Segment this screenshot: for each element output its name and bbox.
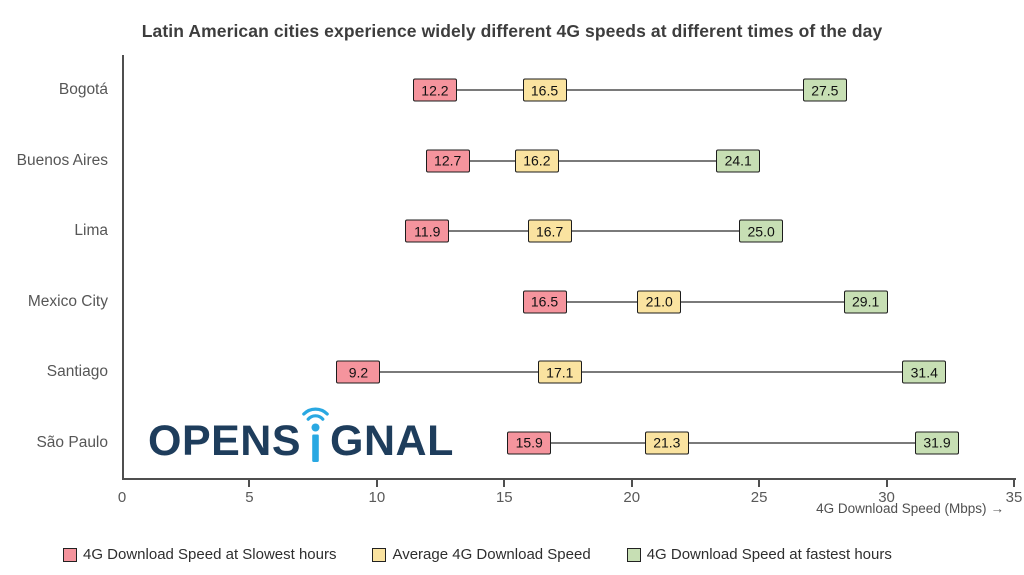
- plot-area: OPENS GNAL 12.2 16.5 27.5 12.7 16.2 24.1 11.9 1…: [122, 55, 1016, 480]
- tick-label: 25: [750, 489, 768, 506]
- city-label: Bogotá: [58, 81, 108, 99]
- logo-text-right: GNAL: [330, 417, 454, 466]
- value-box-fastest: 24.1: [716, 149, 761, 173]
- right-arrow-icon: →: [990, 501, 1005, 516]
- value-box-average: 17.1: [537, 360, 582, 384]
- value-box-slowest: 16.5: [522, 290, 567, 314]
- value-box-average: 21.3: [644, 431, 689, 455]
- tick-label: 5: [245, 489, 254, 506]
- value-box-average: 16.5: [522, 78, 567, 102]
- y-axis-labels: Bogotá Buenos Aires Lima Mexico City Santiag…: [0, 55, 108, 478]
- range-line: [544, 300, 866, 303]
- value-box-slowest: 11.9: [405, 219, 450, 243]
- legend-item-average: Average 4G Download Speed: [372, 546, 591, 563]
- city-label: Buenos Aires: [16, 151, 108, 169]
- value-box-average: 16.2: [514, 149, 559, 173]
- city-label: Santiago: [46, 363, 108, 381]
- legend-label-average: Average 4G Download Speed: [392, 546, 591, 563]
- range-line: [358, 371, 925, 374]
- value-box-slowest: 9.2: [336, 360, 381, 384]
- value-box-average: 21.0: [637, 290, 682, 314]
- tick-mark: [375, 480, 378, 487]
- value-box-fastest: 27.5: [802, 78, 847, 102]
- logo-text-left: OPENS: [148, 417, 302, 466]
- value-box-slowest: 15.9: [507, 431, 552, 455]
- value-box-average: 16.7: [527, 219, 572, 243]
- value-box-slowest: 12.2: [412, 78, 457, 102]
- range-line: [447, 159, 739, 162]
- x-axis-label-text: 4G Download Speed (Mbps): [816, 501, 987, 516]
- signal-i-icon: [302, 407, 329, 462]
- legend-item-fastest: 4G Download Speed at fastest hours: [626, 546, 892, 563]
- x-axis-ticks: 0 5 10 15 20 25 30 35: [118, 478, 1022, 524]
- city-label: São Paulo: [36, 433, 108, 451]
- value-box-fastest: 31.4: [902, 360, 947, 384]
- range-line: [427, 230, 762, 233]
- tick-mark: [630, 480, 633, 487]
- legend-label-fastest: 4G Download Speed at fastest hours: [646, 546, 892, 563]
- tick-label: 10: [368, 489, 386, 506]
- tick-mark: [758, 480, 761, 487]
- legend: 4G Download Speed at Slowest hours Averag…: [63, 546, 892, 563]
- tick-mark: [503, 480, 506, 487]
- range-line: [529, 441, 937, 444]
- chart-title: Latin American cities experience widely …: [141, 21, 883, 41]
- value-box-fastest: 29.1: [843, 290, 888, 314]
- range-line: [434, 89, 825, 92]
- value-box-fastest: 25.0: [739, 219, 784, 243]
- value-box-slowest: 12.7: [425, 149, 470, 173]
- legend-swatch-slowest: [63, 547, 77, 562]
- tick-label: 20: [623, 489, 641, 506]
- tick-label: 0: [117, 489, 127, 506]
- city-label: Mexico City: [27, 292, 108, 310]
- legend-swatch-average: [372, 547, 387, 562]
- tick-label: 15: [495, 489, 513, 506]
- legend-label-slowest: 4G Download Speed at Slowest hours: [83, 546, 337, 563]
- legend-swatch-fastest: [626, 547, 641, 562]
- opensignal-logo: OPENS GNAL: [148, 404, 454, 466]
- tick-mark: [248, 480, 251, 487]
- tick-label: 30: [878, 489, 895, 506]
- tick-label: 35: [1005, 489, 1023, 506]
- value-box-fastest: 31.9: [914, 431, 959, 455]
- x-axis-label: 4G Download Speed (Mbps) →: [816, 501, 1004, 516]
- tick-mark: [885, 480, 888, 487]
- city-label: Lima: [74, 222, 108, 240]
- legend-item-slowest: 4G Download Speed at Slowest hours: [63, 546, 336, 563]
- tick-mark: [1013, 480, 1015, 487]
